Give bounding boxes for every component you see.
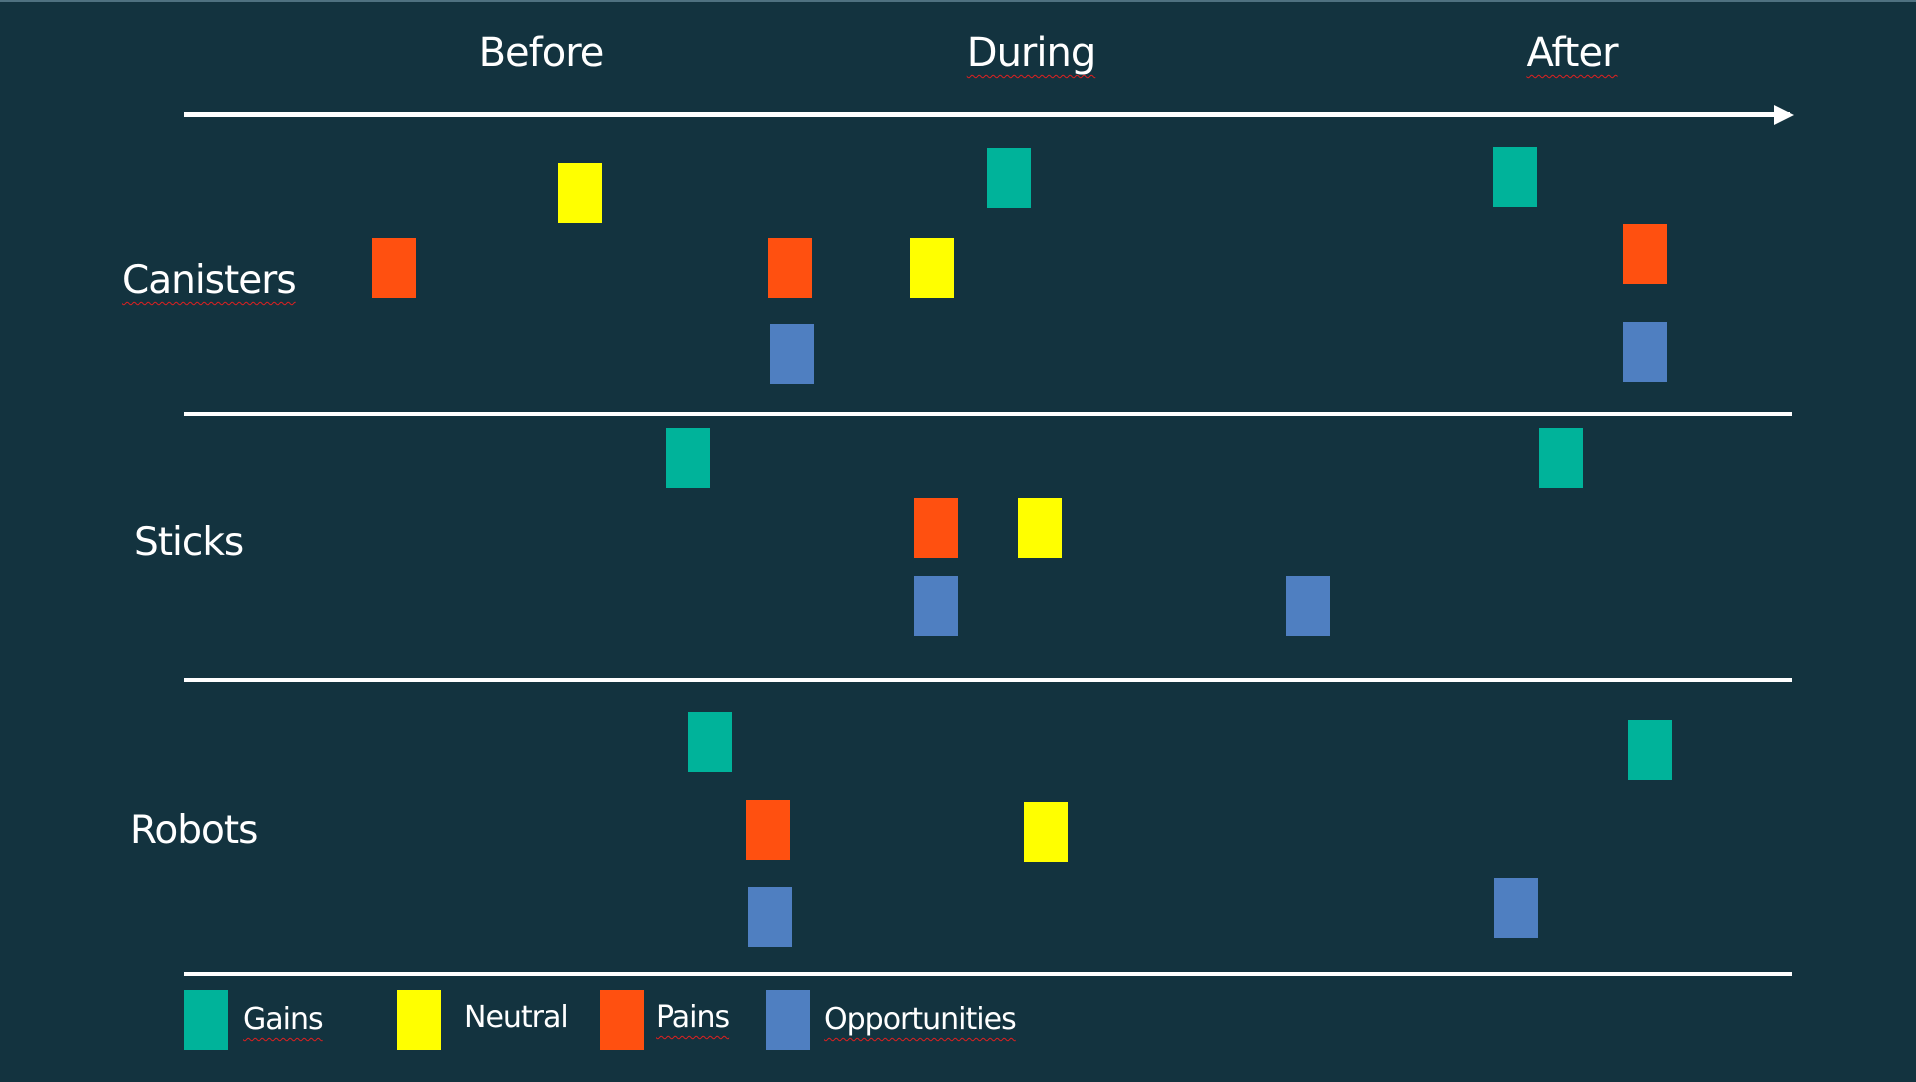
legend-gains-swatch	[184, 990, 228, 1050]
sticks-neutral-note[interactable]	[1018, 498, 1062, 558]
legend-neutral-label: Neutral	[464, 1000, 569, 1035]
canisters-gain-note[interactable]	[1493, 147, 1537, 207]
robots-neutral-note[interactable]	[1024, 802, 1068, 862]
canisters-neutral-note[interactable]	[558, 163, 602, 223]
sticks-gain-note[interactable]	[1539, 428, 1583, 488]
canisters-pain-note[interactable]	[1623, 224, 1667, 284]
canisters-pain-note[interactable]	[372, 238, 416, 298]
sticks-opportunity-note[interactable]	[914, 576, 958, 636]
canisters-opportunity-note[interactable]	[770, 324, 814, 384]
legend-pains-label: Pains	[656, 1000, 730, 1035]
canisters-gain-note[interactable]	[987, 148, 1031, 208]
robots-gain-note[interactable]	[1628, 720, 1672, 780]
canisters-opportunity-note[interactable]	[1623, 322, 1667, 382]
timeline-arrow-line	[184, 112, 1790, 117]
row-divider-canisters-sticks	[184, 412, 1792, 416]
legend-opportunities-swatch	[766, 990, 810, 1050]
row-divider-sticks-robots	[184, 678, 1792, 682]
legend-neutral-swatch	[397, 990, 441, 1050]
row-label-robots: Robots	[130, 808, 258, 853]
legend-gains-label: Gains	[243, 1002, 324, 1037]
sticks-opportunity-note[interactable]	[1286, 576, 1330, 636]
phase-before-label: Before	[478, 30, 605, 76]
canisters-neutral-note[interactable]	[910, 238, 954, 298]
robots-pain-note[interactable]	[746, 800, 790, 860]
sticks-pain-note[interactable]	[914, 498, 958, 558]
row-label-canisters: Canisters	[122, 258, 297, 303]
robots-gain-note[interactable]	[688, 712, 732, 772]
row-divider-robots-legend	[184, 972, 1792, 976]
canisters-pain-note[interactable]	[768, 238, 812, 298]
robots-opportunity-note[interactable]	[1494, 878, 1538, 938]
legend-opportunities-label: Opportunities	[824, 1002, 1017, 1037]
sticks-gain-note[interactable]	[666, 428, 710, 488]
legend-pains-swatch	[600, 990, 644, 1050]
phase-during-label: During	[966, 30, 1096, 76]
row-label-sticks: Sticks	[134, 520, 244, 565]
phase-after-label: After	[1526, 30, 1618, 76]
robots-opportunity-note[interactable]	[748, 887, 792, 947]
timeline-arrow-head-icon	[1774, 105, 1794, 125]
